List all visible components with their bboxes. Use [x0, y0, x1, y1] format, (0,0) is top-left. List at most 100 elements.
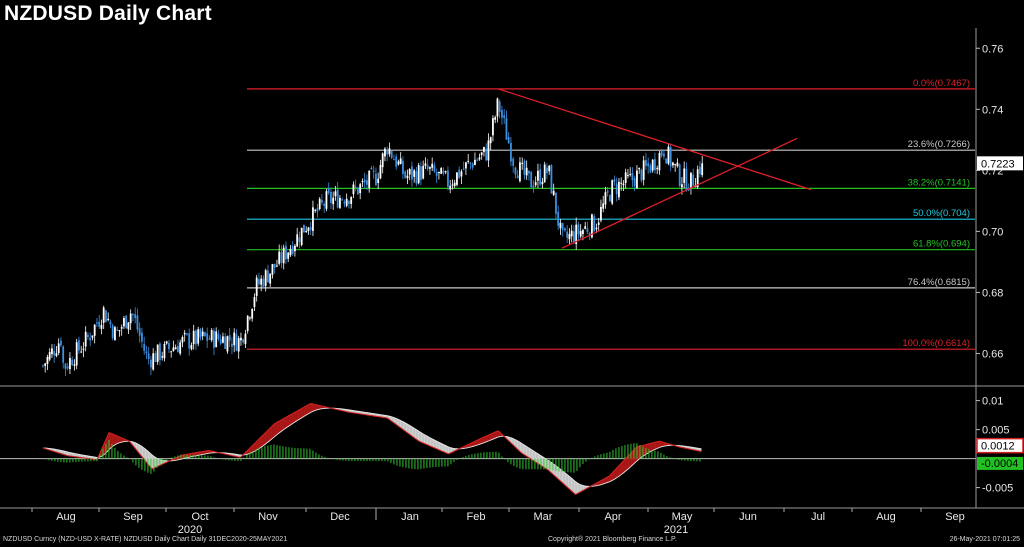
macd-signal-fill	[416, 429, 418, 441]
candle-body	[114, 327, 116, 341]
candle-body	[582, 230, 584, 234]
macd-signal-fill	[399, 420, 402, 429]
macd-y-tick-label: 0.01	[982, 396, 1003, 408]
candle-body	[402, 160, 404, 175]
candle-body	[494, 117, 497, 120]
candle-body	[611, 180, 614, 204]
candle-body	[116, 329, 119, 331]
macd-signal-fill	[255, 440, 258, 451]
candle-body	[548, 165, 551, 172]
candle-body	[579, 230, 582, 237]
x-month-label: May	[672, 511, 693, 523]
macd-signal-fill	[63, 451, 66, 456]
candle-body	[649, 165, 652, 173]
candle-body	[339, 197, 341, 208]
macd-signal-fill	[276, 421, 279, 435]
macd-signal-fill	[410, 425, 412, 437]
macd-signal-fill	[528, 448, 531, 459]
macd-signal-fill	[68, 452, 70, 457]
macd-signal-fill	[207, 450, 210, 454]
macd-signal-fill	[438, 442, 441, 451]
candle-body	[417, 165, 420, 184]
macd-signal-fill	[606, 476, 609, 483]
macd-signal-fill	[297, 409, 300, 421]
macd-signal-fill	[620, 462, 622, 476]
candle-body	[399, 158, 402, 164]
macd-signal-fill	[290, 413, 292, 425]
candle-body	[507, 137, 510, 144]
macd-signal-fill	[261, 434, 264, 447]
macd-signal-fill	[440, 443, 442, 452]
macd-signal-fill	[65, 451, 67, 456]
macd-signal-fill	[398, 419, 400, 428]
candle-body	[359, 184, 362, 194]
candle-body	[667, 146, 670, 164]
last-price-box	[977, 156, 1023, 171]
macd-signal-fill	[653, 442, 655, 451]
macd-signal-fill	[291, 413, 294, 424]
candle-body	[435, 172, 438, 176]
candle-body	[204, 332, 206, 336]
candle-body	[408, 168, 411, 175]
macd-signal-fill	[258, 437, 261, 449]
footer-timestamp: 26-May-2021 07:01:25	[949, 536, 1020, 543]
macd-signal-fill	[263, 433, 265, 446]
macd-signal-fill	[401, 420, 403, 430]
fib-level-label: 23.6%(0.7266)	[908, 139, 970, 150]
candle-body	[208, 338, 211, 340]
candle-body	[447, 170, 449, 187]
macd-signal-fill	[495, 431, 498, 438]
candle-body	[390, 150, 393, 158]
macd-signal-fill	[206, 450, 208, 454]
candle-body	[228, 335, 231, 341]
candle-body	[377, 178, 380, 184]
candle-body	[127, 322, 130, 330]
candle-body	[165, 341, 168, 344]
macd-signal-fill	[308, 403, 310, 414]
macd-signal-fill	[431, 438, 433, 448]
candle-body	[602, 203, 605, 209]
candle-body	[647, 163, 650, 167]
candle-body	[366, 180, 368, 185]
candle-body	[692, 174, 695, 186]
candle-body	[559, 222, 562, 229]
candle-body	[249, 317, 251, 319]
candle-body	[73, 364, 76, 366]
candle-body	[613, 179, 616, 182]
candle-body	[334, 191, 337, 197]
candle-body	[321, 200, 323, 203]
candle-body	[51, 348, 53, 355]
candle-body	[84, 331, 87, 347]
macd-signal-fill	[615, 467, 618, 479]
candle-body	[55, 353, 58, 356]
candle-body	[361, 181, 364, 183]
macd-signal-fill	[579, 484, 582, 493]
candle-body	[379, 165, 382, 179]
candle-body	[129, 313, 132, 324]
candle-body	[645, 159, 647, 166]
candle-body	[80, 351, 83, 353]
macd-signal-fill	[561, 470, 564, 484]
candle-body	[487, 140, 490, 161]
macd-signal-fill	[80, 454, 82, 458]
macd-signal-fill	[414, 428, 417, 440]
candle-body	[93, 324, 96, 336]
candle-body	[568, 233, 571, 240]
candle-body	[219, 338, 222, 344]
candle-body	[422, 165, 425, 179]
macd-signal-fill	[608, 475, 610, 483]
macd-signal-fill	[570, 477, 573, 492]
trendlines	[498, 88, 812, 249]
candle-body	[172, 347, 175, 351]
macd-signal-fill	[413, 427, 415, 439]
candle-body	[141, 332, 143, 342]
candle-body	[282, 247, 285, 264]
macd-signal-fill	[299, 408, 301, 420]
candle-body	[163, 343, 166, 359]
candle-body	[478, 157, 481, 160]
candle-body	[552, 190, 555, 195]
price-y-tick-label: 0.76	[982, 43, 1003, 55]
candle-body	[620, 182, 623, 184]
candle-body	[222, 336, 224, 343]
candle-body	[156, 344, 159, 362]
